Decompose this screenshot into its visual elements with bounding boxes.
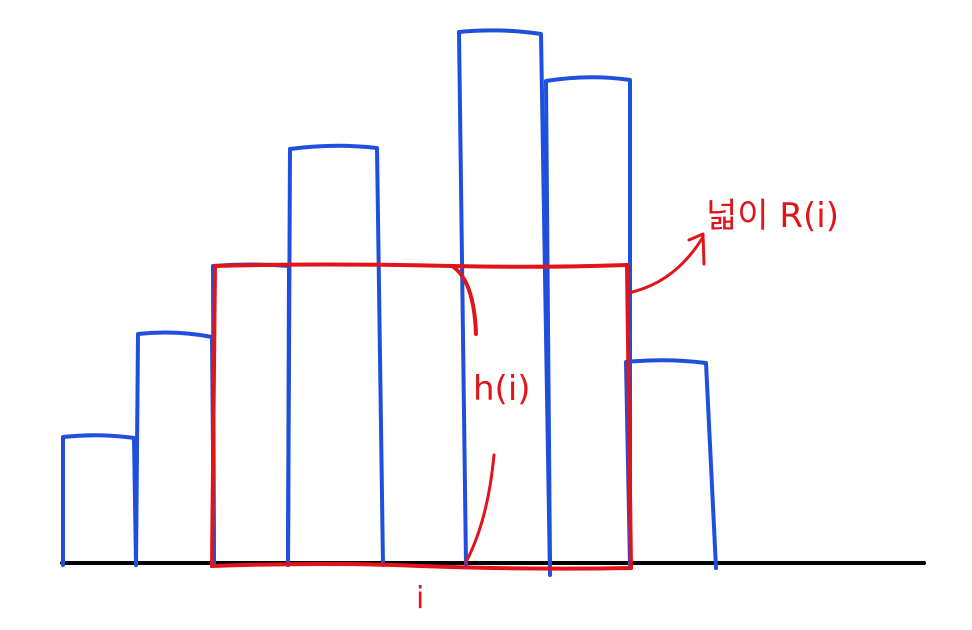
highlight-rectangle — [210, 262, 633, 571]
bar-1 — [61, 433, 138, 567]
bar-4 — [286, 143, 385, 567]
bar-5 — [457, 28, 552, 577]
bar-6 — [544, 75, 632, 567]
index-label: i — [416, 581, 424, 616]
histogram-bars — [61, 28, 718, 577]
highlight-rect-left — [210, 264, 217, 568]
bar-7 — [624, 358, 718, 570]
highlight-rect-right — [625, 263, 633, 570]
bar-3 — [211, 262, 291, 567]
index-pointer-line — [464, 453, 496, 564]
highlight-rect-bottom — [210, 562, 633, 571]
area-label: 넓이 R(i) — [706, 196, 839, 236]
height-pointer — [450, 264, 478, 336]
area-arrow-icon — [626, 235, 705, 295]
height-label: h(i) — [473, 369, 531, 409]
highlight-rect-top — [213, 262, 629, 269]
area-arrowhead-icon — [687, 232, 706, 266]
bar-2 — [134, 330, 216, 567]
